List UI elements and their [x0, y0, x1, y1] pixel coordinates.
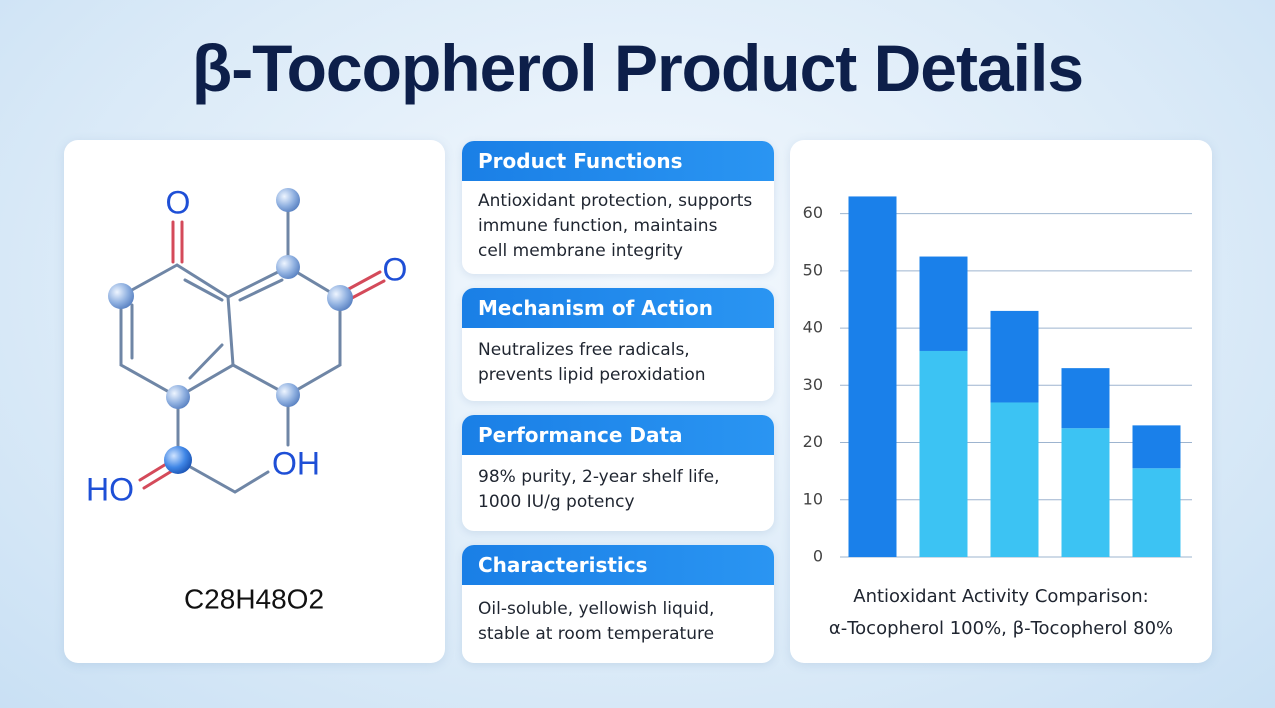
card-text: immune function, maintains	[478, 216, 718, 236]
double-bonds	[138, 220, 386, 490]
page-title: β-Tocopherol Product Details	[191, 31, 1084, 105]
bar-segment	[1061, 368, 1110, 429]
atoms	[108, 188, 353, 474]
card-text: Antioxidant protection, supports	[478, 191, 753, 211]
card-body: Oil-soluble, yellowish liquid, stable at…	[462, 585, 774, 655]
chart-panel: 0 10 20 30 40 50 60 Antioxidant Activity Compar…	[790, 140, 1212, 663]
bar-segment	[990, 402, 1039, 557]
card-title: Product Functions	[462, 141, 774, 181]
chart-caption: α-Tocopherol 100%, β-Tocopherol 80%	[829, 618, 1173, 639]
card-text: Neutralizes free radicals,	[478, 340, 690, 360]
y-tick-label: 10	[803, 489, 823, 508]
atom-label: OH	[272, 445, 320, 481]
y-tick-label: 30	[803, 375, 823, 394]
atom-label: O	[166, 184, 191, 220]
card-title: Characteristics	[462, 545, 774, 585]
bar-segment	[1132, 468, 1181, 557]
info-card: Characteristics Oil-soluble, yellowish l…	[462, 545, 774, 663]
y-tick-label: 0	[813, 547, 823, 566]
card-text: 98% purity, 2-year shelf life,	[478, 467, 720, 487]
y-tick-label: 40	[803, 318, 823, 337]
card-title: Mechanism of Action	[462, 288, 774, 328]
y-tick-label: 50	[803, 260, 823, 279]
molecule: O O OH HO C28H48O2	[86, 184, 408, 614]
card-text: stable at room temperature	[478, 624, 715, 644]
bar-segment	[990, 310, 1039, 403]
card-text: 1000 IU/g potency	[478, 492, 635, 512]
card-text: cell membrane integrity	[478, 241, 683, 261]
atom-label: HO	[86, 471, 134, 507]
bar-segment	[919, 350, 968, 557]
bar-segment	[1132, 425, 1181, 469]
card-title: Performance Data	[462, 415, 774, 455]
bar-segment	[1061, 428, 1110, 557]
formula: C28H48O2	[184, 583, 324, 614]
y-tick-label: 20	[803, 432, 823, 451]
card-body: Neutralizes free radicals, prevents lipi…	[462, 328, 774, 396]
molecule-panel: O O OH HO C28H48O2	[64, 140, 445, 663]
info-card: Product Functions Antioxidant protection…	[462, 141, 774, 274]
bar-segment	[919, 256, 968, 351]
bar-segment	[848, 196, 897, 557]
chart-caption: Antioxidant Activity Comparison:	[853, 586, 1148, 607]
info-card: Performance Data 98% purity, 2-year shel…	[462, 415, 774, 531]
card-text: Oil-soluble, yellowish liquid,	[478, 599, 715, 619]
card-text: prevents lipid peroxidation	[478, 365, 706, 385]
info-card: Mechanism of Action Neutralizes free rad…	[462, 288, 774, 401]
chart: 0 10 20 30 40 50 60 Antioxidant Activity Compar…	[803, 196, 1192, 639]
card-body: 98% purity, 2-year shelf life, 1000 IU/g…	[462, 455, 774, 523]
card-body: Antioxidant protection, supports immune …	[462, 181, 774, 272]
y-tick-label: 60	[803, 203, 823, 222]
atom-label: O	[383, 251, 408, 287]
